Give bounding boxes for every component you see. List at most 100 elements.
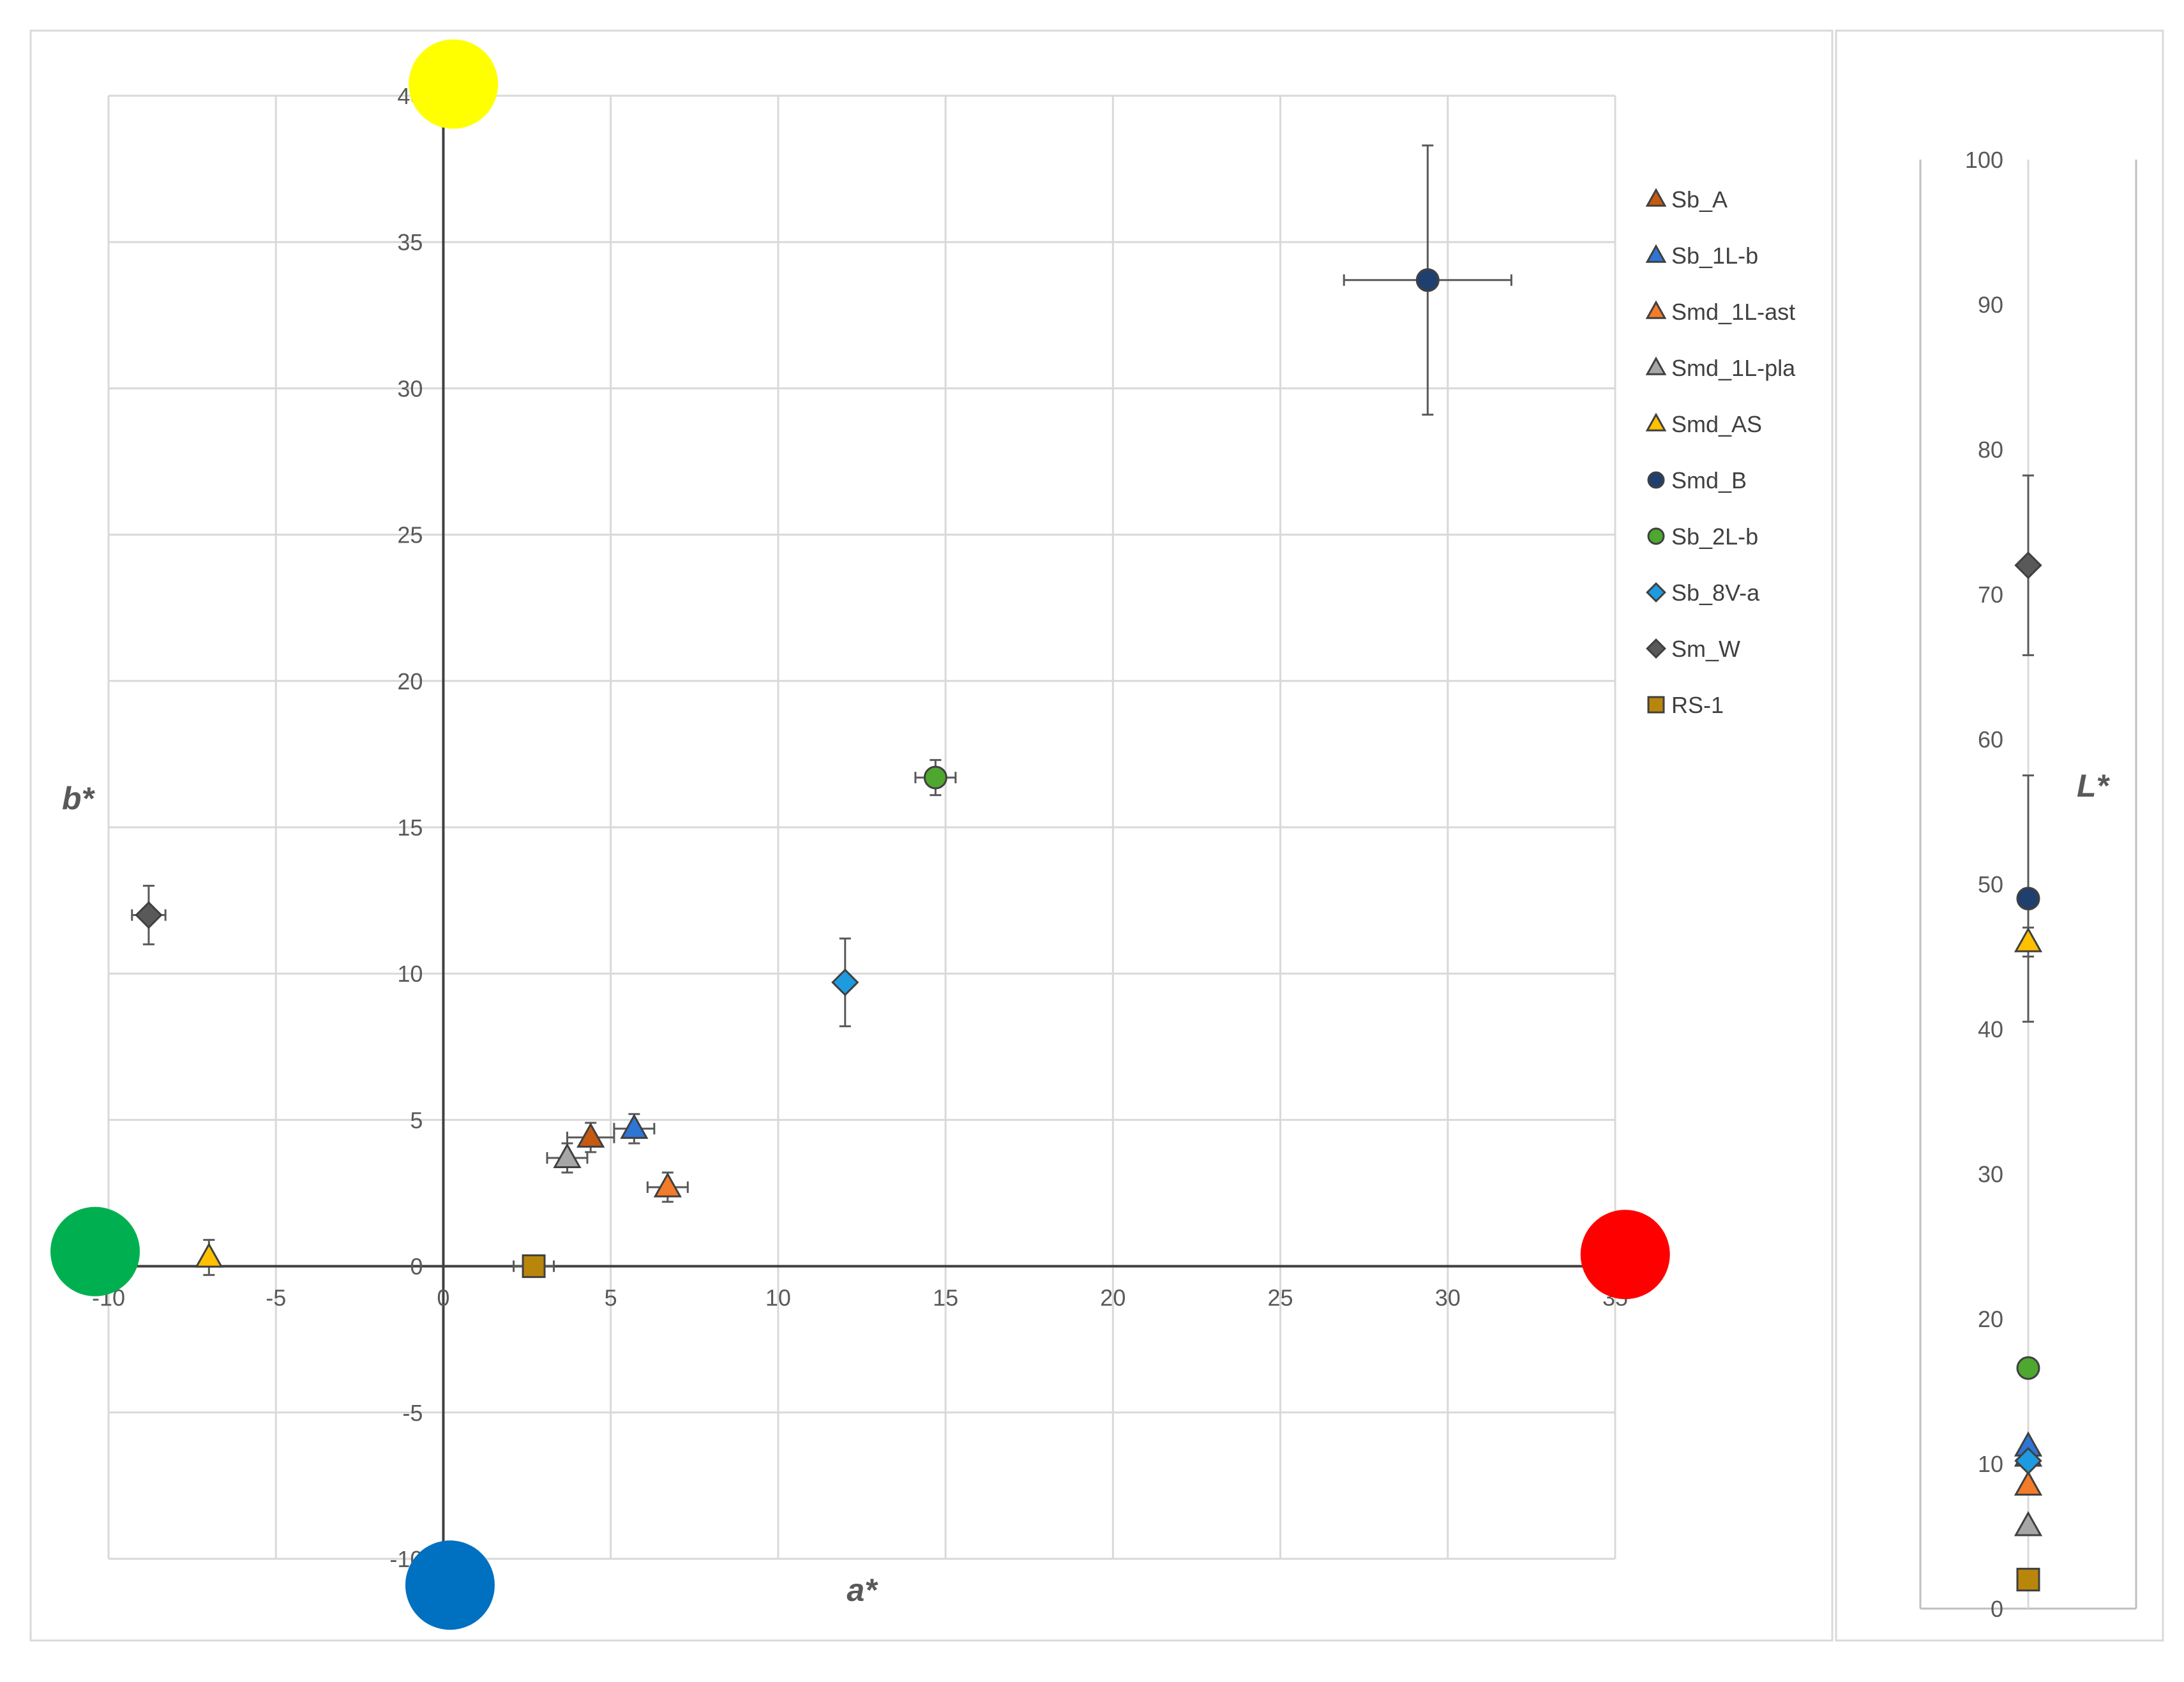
ab-reference-points bbox=[50, 39, 1670, 1630]
legend-item-Sb_8V-a: Sb_8V-a bbox=[1646, 580, 1760, 606]
point-Sb_2L-b bbox=[914, 759, 957, 797]
l-data-points bbox=[2014, 474, 2043, 1592]
l-point-Sm_W bbox=[2014, 474, 2042, 656]
ab-xtick-label-3: 5 bbox=[605, 1285, 617, 1311]
ab-xtick-label-2: 0 bbox=[437, 1285, 449, 1311]
l-point-Smd_1L-ast bbox=[2014, 1470, 2043, 1496]
ab-ytick-label-3: 5 bbox=[410, 1107, 423, 1133]
l-ytick-label-9: 90 bbox=[1978, 292, 2003, 318]
l-ytick-label-2: 20 bbox=[1978, 1306, 2003, 1332]
l-ytick-label-8: 80 bbox=[1978, 437, 2003, 463]
ab-ytick-label-4: 10 bbox=[397, 961, 423, 987]
legend-label-Smd_B: Smd_B bbox=[1671, 467, 1747, 493]
marker-Sb_8V-a bbox=[831, 968, 859, 996]
ab-xtick-label-7: 25 bbox=[1268, 1285, 1293, 1311]
l-marker-Smd_B bbox=[2016, 887, 2040, 911]
ab-ytick-label-9: 35 bbox=[397, 229, 423, 255]
point-Smd_B bbox=[1343, 144, 1512, 416]
ab-yaxis-label: b* bbox=[62, 781, 96, 816]
point-Sm_W bbox=[131, 885, 167, 945]
legend-item-Sb_A: Sb_A bbox=[1645, 186, 1728, 213]
marker-Smd_B bbox=[1415, 268, 1440, 292]
l-yaxis-label: L* bbox=[2077, 768, 2111, 804]
l-point-Smd_B bbox=[2016, 774, 2040, 1023]
point-Smd_1L-pla bbox=[546, 1142, 589, 1174]
l-ytick-label-10: 100 bbox=[1965, 147, 2003, 173]
ab-gridlines bbox=[107, 94, 1616, 1560]
legend-label-Sb_1L-b: Sb_1L-b bbox=[1671, 243, 1758, 269]
l-marker-RS-1 bbox=[2016, 1568, 2040, 1592]
ab-xtick-label-5: 15 bbox=[933, 1285, 958, 1311]
l-point-Smd_1L-pla bbox=[2014, 1511, 2043, 1536]
l-marker-Sb_8V-a bbox=[2014, 1446, 2042, 1475]
point-Smd_1L-ast bbox=[646, 1171, 689, 1203]
legend-item-Smd_1L-ast: Smd_1L-ast bbox=[1645, 299, 1795, 325]
l-ytick-label-3: 30 bbox=[1978, 1161, 2003, 1187]
legend-marker-Smd_1L-ast bbox=[1645, 300, 1667, 319]
ab-axes bbox=[109, 96, 1615, 1559]
ab-ytick-label-7: 25 bbox=[397, 522, 423, 548]
ab-ytick-label-2: 0 bbox=[410, 1254, 423, 1280]
legend-item-Sb_1L-b: Sb_1L-b bbox=[1645, 243, 1758, 269]
legend-label-Sb_2L-b: Sb_2L-b bbox=[1671, 523, 1758, 550]
ab-xaxis-label: a* bbox=[847, 1572, 878, 1608]
ab-xtick-label-8: 30 bbox=[1435, 1285, 1461, 1311]
l-marker-Sb_2L-b bbox=[2016, 1356, 2040, 1380]
legend-marker-Smd_1L-pla bbox=[1645, 356, 1667, 375]
l-ytick-label-4: 40 bbox=[1978, 1016, 2003, 1042]
marker-Sb_1L-b bbox=[620, 1113, 649, 1139]
point-Sb_1L-b bbox=[613, 1113, 656, 1145]
l-point-Smd_AS bbox=[2014, 926, 2043, 957]
reference-dot-yellow bbox=[409, 39, 499, 129]
l-ytick-label-0: 0 bbox=[1991, 1596, 2003, 1622]
legend-marker-Sm_W bbox=[1646, 638, 1666, 659]
l-point-Sb_2L-b bbox=[2016, 1356, 2040, 1380]
legend-item-Smd_1L-pla: Smd_1L-pla bbox=[1645, 355, 1796, 381]
l-panel-frame bbox=[1835, 29, 2164, 1642]
ab-xtick-label-6: 20 bbox=[1100, 1285, 1126, 1311]
legend-label-Sb_8V-a: Sb_8V-a bbox=[1671, 580, 1760, 606]
legend-marker-RS-1 bbox=[1647, 696, 1665, 714]
point-Smd_AS bbox=[195, 1238, 223, 1276]
legend-item-Smd_B: Smd_B bbox=[1647, 467, 1747, 493]
legend-label-Sb_A: Sb_A bbox=[1671, 186, 1728, 213]
l-ytick-label-6: 60 bbox=[1978, 726, 2003, 753]
marker-RS-1 bbox=[522, 1254, 546, 1279]
reference-dot-green bbox=[50, 1206, 140, 1296]
legend-label-RS-1: RS-1 bbox=[1671, 692, 1724, 718]
legend-label-Sm_W: Sm_W bbox=[1671, 636, 1740, 662]
l-marker-Smd_AS bbox=[2014, 927, 2043, 952]
legend-item-Sb_2L-b: Sb_2L-b bbox=[1647, 523, 1758, 550]
marker-Smd_1L-ast bbox=[653, 1172, 682, 1198]
ab-panel-frame bbox=[29, 29, 1834, 1642]
l-marker-Smd_1L-pla bbox=[2014, 1511, 2043, 1536]
marker-Smd_AS bbox=[195, 1242, 223, 1268]
ab-xtick-label-4: 10 bbox=[765, 1285, 791, 1311]
marker-Sb_2L-b bbox=[923, 765, 947, 790]
l-marker-Smd_1L-ast bbox=[2014, 1470, 2043, 1496]
legend-item-Smd_AS: Smd_AS bbox=[1645, 411, 1762, 437]
legend-marker-Sb_2L-b bbox=[1647, 527, 1665, 545]
point-RS-1 bbox=[513, 1254, 555, 1279]
legend-item-Sm_W: Sm_W bbox=[1646, 636, 1740, 662]
reference-dot-red bbox=[1580, 1210, 1670, 1300]
point-Sb_8V-a bbox=[831, 937, 859, 1028]
legend-marker-Sb_1L-b bbox=[1645, 244, 1667, 263]
l-ytick-label-7: 70 bbox=[1978, 582, 2003, 608]
marker-Sm_W bbox=[135, 901, 163, 929]
ab-ytick-label-1: -5 bbox=[402, 1400, 423, 1426]
l-ytick-label-5: 50 bbox=[1978, 871, 2003, 897]
legend-label-Smd_AS: Smd_AS bbox=[1671, 411, 1762, 437]
legend-label-Smd_1L-pla: Smd_1L-pla bbox=[1671, 355, 1796, 381]
legend-marker-Smd_B bbox=[1647, 471, 1665, 489]
marker-Sb_A bbox=[576, 1122, 605, 1148]
legend-marker-Sb_8V-a bbox=[1646, 582, 1666, 603]
marker-Smd_1L-pla bbox=[553, 1143, 582, 1168]
l-point-RS-1 bbox=[2016, 1568, 2040, 1592]
legend-marker-Smd_AS bbox=[1645, 412, 1667, 432]
ab-ytick-label-5: 15 bbox=[397, 815, 423, 841]
legend-marker-Sb_A bbox=[1645, 188, 1667, 207]
l-ytick-label-1: 10 bbox=[1978, 1451, 2003, 1477]
